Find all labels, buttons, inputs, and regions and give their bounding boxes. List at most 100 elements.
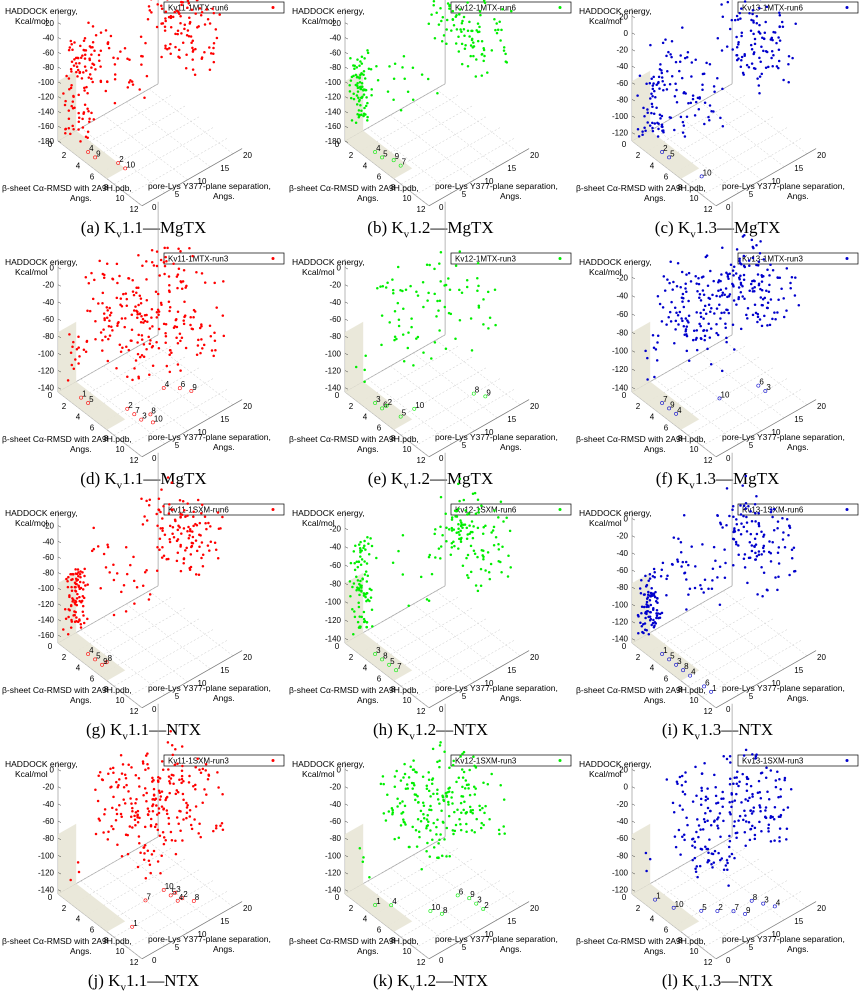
data-point (148, 860, 151, 863)
data-point (388, 321, 391, 324)
data-point (744, 566, 747, 569)
data-point (183, 300, 186, 303)
data-point (698, 824, 701, 827)
z-tick-label: -100 (325, 349, 342, 358)
data-point (432, 793, 435, 796)
x-tick-label: 6 (377, 925, 382, 934)
data-point (650, 112, 653, 115)
data-point (180, 1, 183, 4)
data-point (209, 69, 212, 72)
data-point (725, 524, 728, 527)
data-point (751, 287, 754, 290)
data-point (350, 97, 353, 100)
data-point (85, 136, 88, 139)
data-point (722, 16, 725, 19)
annotation-label: 9 (192, 383, 197, 392)
data-point (368, 600, 371, 603)
data-point (794, 294, 797, 297)
caption-rest: 1.2—NTX (415, 971, 488, 990)
annotation-label: 6 (759, 378, 764, 387)
data-point (163, 807, 166, 810)
y-tick-label: 20 (243, 653, 252, 662)
data-point (198, 822, 201, 825)
annotation-label: 7 (735, 903, 740, 912)
data-point (483, 55, 486, 58)
data-point (434, 556, 437, 559)
data-point (186, 804, 189, 807)
data-point (737, 529, 740, 532)
data-point (415, 291, 418, 294)
data-point (70, 87, 73, 90)
y-tick-label: 20 (243, 904, 252, 913)
y-tick-label: 15 (794, 415, 803, 424)
data-point (356, 66, 359, 69)
data-point (449, 288, 452, 291)
data-point (696, 818, 699, 821)
data-point (160, 259, 163, 262)
data-point (466, 527, 469, 530)
data-point (176, 763, 179, 766)
data-point (210, 540, 213, 543)
chart-j-plot: -140-120-100-80-60-40-200024681012510152… (0, 753, 287, 963)
data-point (159, 872, 162, 875)
z-tick-mark (58, 319, 61, 321)
data-point (768, 798, 771, 801)
data-point (87, 130, 90, 133)
data-point (199, 836, 202, 839)
data-point (141, 334, 144, 337)
y-axis-title-2: Angs. (213, 191, 235, 201)
data-point (477, 22, 480, 25)
y-tick-label: 5 (462, 190, 467, 199)
data-point (448, 855, 451, 858)
x-axis-title-2: Angs. (644, 193, 666, 203)
data-point (80, 56, 83, 59)
data-point (159, 777, 162, 780)
data-point (159, 834, 162, 837)
data-point (687, 300, 690, 303)
data-point (125, 346, 128, 349)
z-tick-mark (345, 285, 348, 287)
data-point (694, 766, 697, 769)
z-tick-label: 0 (624, 29, 629, 38)
data-point (139, 852, 142, 855)
data-point (482, 782, 485, 785)
data-point (158, 347, 161, 350)
data-point (755, 244, 758, 247)
data-point (763, 550, 766, 553)
data-point (493, 544, 496, 547)
data-point (210, 335, 213, 338)
z-tick-label: -120 (612, 618, 629, 627)
data-point (169, 52, 172, 55)
z-tick-mark (632, 804, 635, 806)
data-point (493, 526, 496, 529)
data-point (709, 336, 712, 339)
data-point (131, 807, 134, 810)
data-point (681, 77, 684, 80)
data-point (399, 802, 402, 805)
data-point (704, 821, 707, 824)
data-point (453, 545, 456, 548)
data-point (95, 833, 98, 836)
data-point (703, 294, 706, 297)
data-point (70, 68, 73, 71)
data-point (84, 57, 87, 60)
data-point (133, 294, 136, 297)
data-point (732, 274, 735, 277)
data-point (732, 284, 735, 287)
data-point (715, 795, 718, 798)
data-point (409, 766, 412, 769)
data-point (754, 43, 757, 46)
y-tick-label: 20 (817, 151, 826, 160)
data-point (471, 812, 474, 815)
caption-i: (i) Kv1.3—NTX (574, 720, 861, 742)
y-tick-label: 0 (439, 705, 444, 714)
data-point (703, 339, 706, 342)
y-axis-title-2: Angs. (500, 693, 522, 703)
data-point (762, 50, 765, 53)
data-point (84, 37, 87, 40)
data-point (690, 102, 693, 105)
x-tick-label: 10 (116, 947, 125, 956)
data-point (183, 527, 186, 530)
data-point (195, 271, 198, 274)
y-tick-label: 15 (220, 917, 229, 926)
